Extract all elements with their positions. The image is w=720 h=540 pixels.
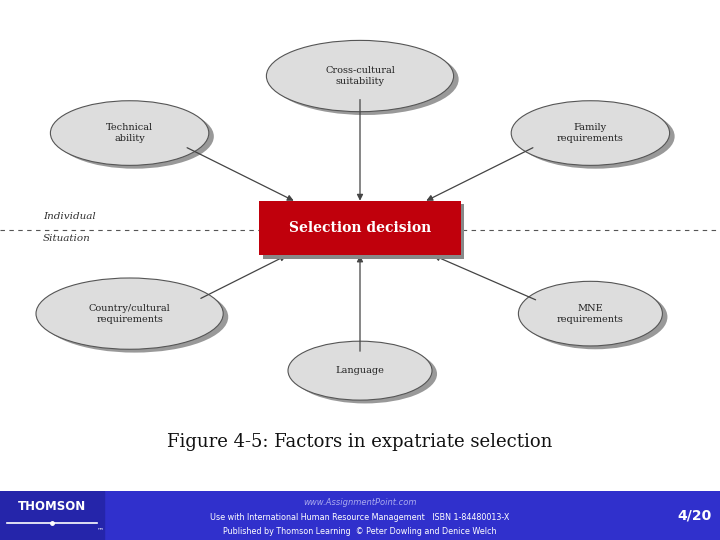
Text: Technical
ability: Technical ability xyxy=(106,123,153,143)
Text: Use with International Human Resource Management   ISBN 1-84480013-X: Use with International Human Resource Ma… xyxy=(210,513,510,522)
Ellipse shape xyxy=(271,44,459,115)
Bar xyxy=(263,204,464,259)
Text: Language: Language xyxy=(336,366,384,375)
Ellipse shape xyxy=(36,278,223,349)
Text: 4/20: 4/20 xyxy=(678,509,712,523)
Text: Selection decision: Selection decision xyxy=(289,221,431,235)
Ellipse shape xyxy=(288,341,432,400)
Ellipse shape xyxy=(50,101,209,165)
Ellipse shape xyxy=(293,345,437,403)
Text: THOMSON: THOMSON xyxy=(18,501,86,514)
Bar xyxy=(0,491,104,540)
Text: Individual: Individual xyxy=(43,212,96,221)
Bar xyxy=(259,201,461,255)
Text: Country/cultural
requirements: Country/cultural requirements xyxy=(89,303,171,323)
Ellipse shape xyxy=(511,101,670,165)
Ellipse shape xyxy=(518,281,662,346)
Text: www.AssignmentPoint.com: www.AssignmentPoint.com xyxy=(303,497,417,507)
Text: ™: ™ xyxy=(97,527,104,534)
Ellipse shape xyxy=(523,285,667,349)
Ellipse shape xyxy=(516,104,675,168)
Ellipse shape xyxy=(41,281,228,353)
Text: Cross-cultural
suitability: Cross-cultural suitability xyxy=(325,66,395,86)
Text: Published by Thomson Learning  © Peter Dowling and Denice Welch: Published by Thomson Learning © Peter Do… xyxy=(223,526,497,536)
Text: MNE
requirements: MNE requirements xyxy=(557,303,624,323)
Text: Figure 4-5: Factors in expatriate selection: Figure 4-5: Factors in expatriate select… xyxy=(167,433,553,451)
Ellipse shape xyxy=(266,40,454,112)
Ellipse shape xyxy=(55,104,214,168)
Text: Situation: Situation xyxy=(43,234,91,243)
Text: Family
requirements: Family requirements xyxy=(557,123,624,143)
